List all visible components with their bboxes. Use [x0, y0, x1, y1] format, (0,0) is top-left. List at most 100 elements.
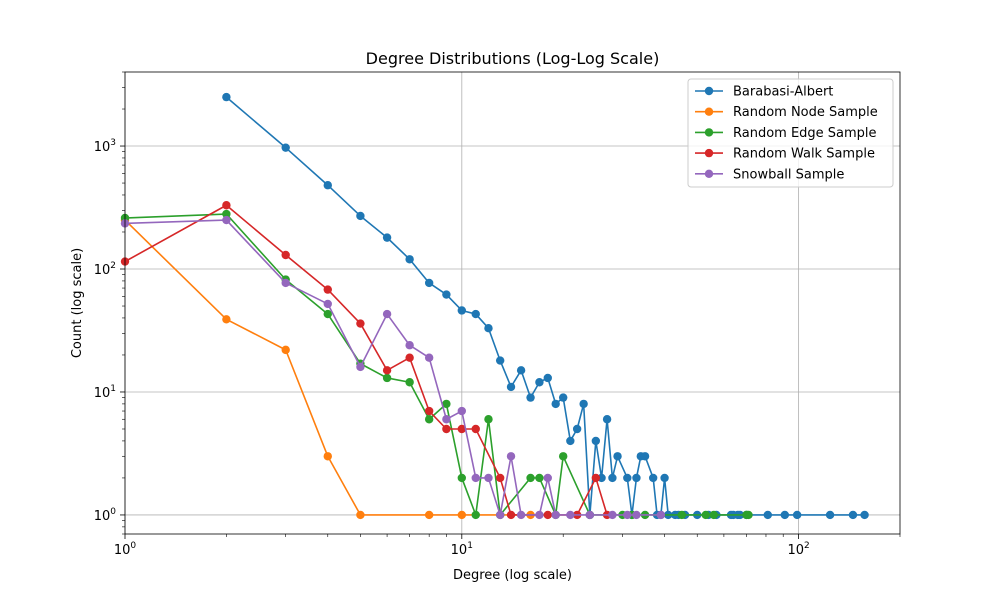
- legend-entry: Barabasi-Albert: [695, 85, 833, 100]
- legend-marker: [704, 86, 714, 96]
- legend-entries: Barabasi-Albert Random Node Sample Random …: [695, 85, 878, 182]
- data-point: [848, 510, 858, 520]
- data-point: [424, 353, 434, 362]
- data-point: [648, 473, 658, 483]
- legend-entry: Random Edge Sample: [695, 126, 877, 141]
- data-point: [623, 473, 632, 483]
- data-point: [551, 399, 560, 409]
- data-point: [551, 510, 560, 520]
- data-point: [442, 290, 451, 299]
- x-axis-label: Degree (log scale): [453, 568, 572, 583]
- data-point: [506, 452, 516, 461]
- data-point: [579, 399, 588, 409]
- data-point: [471, 309, 480, 319]
- data-point: [526, 473, 535, 483]
- legend-entry: Random Walk Sample: [695, 147, 875, 162]
- data-point: [471, 510, 480, 520]
- data-point: [506, 382, 516, 392]
- legend-marker: [704, 169, 714, 178]
- series-snowball-sample: [120, 215, 666, 520]
- data-point: [623, 510, 632, 520]
- series-line-random-edge-sample: [124, 213, 749, 516]
- data-point: [526, 393, 535, 402]
- data-point: [744, 510, 753, 520]
- data-point: [543, 510, 552, 520]
- data-point: [222, 92, 231, 102]
- data-point: [405, 255, 414, 264]
- legend: Barabasi-Albert Random Node Sample Random …: [687, 78, 894, 188]
- data-point: [323, 452, 332, 461]
- data-point: [591, 473, 601, 483]
- data-point: [677, 510, 687, 520]
- legend-label: Random Walk Sample: [733, 147, 875, 162]
- data-point: [632, 510, 641, 520]
- data-point: [457, 424, 467, 434]
- data-point: [709, 510, 718, 520]
- chart-title: Degree Distributions (Log-Log Scale): [366, 49, 660, 68]
- legend-entry: Snowball Sample: [695, 167, 844, 182]
- data-point: [566, 436, 575, 446]
- data-point: [495, 510, 505, 520]
- data-point: [780, 510, 790, 520]
- data-point: [640, 452, 650, 461]
- legend-marker: [704, 128, 714, 137]
- data-point: [424, 415, 434, 424]
- y-tick-label: 101: [94, 384, 116, 401]
- data-point: [281, 278, 290, 288]
- series-layer: [120, 92, 869, 520]
- data-point: [356, 319, 365, 328]
- data-point: [356, 362, 365, 372]
- data-point: [222, 315, 231, 324]
- data-point: [281, 250, 290, 260]
- data-point: [222, 209, 231, 219]
- data-point: [484, 324, 493, 333]
- data-point: [442, 399, 451, 409]
- data-point: [424, 510, 434, 520]
- series-random-node-sample: [120, 215, 535, 520]
- data-point: [484, 415, 493, 424]
- data-point: [516, 366, 526, 375]
- series-line-random-node-sample: [124, 219, 531, 516]
- data-point: [442, 415, 451, 424]
- data-point: [323, 285, 332, 294]
- axis-ticks: 100 101 102 100 101 102 103: [94, 71, 901, 558]
- x-tick-label: 102: [787, 541, 809, 558]
- data-point: [323, 299, 332, 309]
- x-tick-label: 100: [114, 541, 137, 558]
- data-point: [591, 436, 601, 446]
- legend-marker: [704, 107, 714, 116]
- data-point: [457, 306, 467, 315]
- data-point: [516, 510, 526, 520]
- data-point: [763, 510, 772, 520]
- data-point: [566, 510, 575, 520]
- data-point: [457, 406, 467, 416]
- y-axis-label: Count (log scale): [70, 248, 85, 358]
- data-point: [535, 510, 544, 520]
- data-point: [701, 510, 710, 520]
- data-point: [495, 473, 505, 483]
- data-point: [506, 510, 516, 520]
- legend-box: [687, 78, 894, 188]
- data-point: [356, 510, 365, 520]
- y-tick-label: 100: [94, 507, 117, 524]
- data-point: [382, 366, 392, 375]
- legend-label: Snowball Sample: [733, 167, 844, 182]
- data-point: [442, 424, 451, 434]
- x-tick-label: 101: [451, 541, 473, 558]
- data-point: [382, 309, 392, 319]
- legend-label: Barabasi-Albert: [733, 85, 833, 100]
- data-point: [323, 181, 332, 190]
- data-point: [602, 415, 612, 424]
- plot-frame: [124, 71, 901, 535]
- data-point: [222, 215, 231, 225]
- data-point: [608, 473, 617, 483]
- data-point: [632, 473, 641, 483]
- y-tick-label: 103: [94, 138, 116, 155]
- legend-entry: Random Node Sample: [695, 105, 878, 120]
- data-point: [535, 473, 544, 483]
- data-point: [471, 424, 480, 434]
- data-point: [405, 353, 414, 362]
- data-point: [825, 510, 835, 520]
- y-tick-label: 102: [94, 261, 116, 278]
